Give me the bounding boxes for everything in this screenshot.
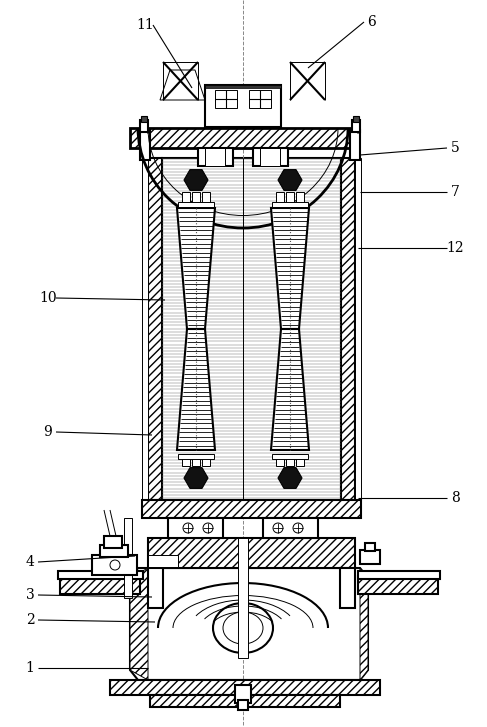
Text: 1: 1 [25,661,35,675]
Bar [205,85,281,127]
Bar [141,116,147,122]
Bar [162,158,341,500]
Bar [249,90,271,108]
Bar [205,148,225,166]
Polygon shape [271,329,309,450]
Bar [286,192,294,204]
Text: 2: 2 [26,613,35,627]
Bar [238,538,248,658]
Bar [178,202,214,207]
Bar [365,543,375,551]
Text: 5: 5 [450,141,459,155]
Polygon shape [360,568,368,680]
Bar [358,571,440,579]
Bar [353,116,359,122]
Bar [260,148,280,166]
Bar [92,555,137,575]
Bar [142,500,361,518]
Bar [148,555,178,567]
Bar [296,454,304,466]
Circle shape [110,560,120,570]
Text: 11: 11 [136,18,154,32]
Bar [140,120,148,132]
Bar [148,538,355,568]
Bar [235,685,251,703]
Polygon shape [177,329,215,450]
Bar [360,550,380,564]
Bar [272,454,308,459]
Bar [178,454,214,459]
Bar [142,158,148,500]
Bar [272,202,308,207]
Bar [355,158,361,500]
Bar [202,454,210,466]
Polygon shape [130,568,368,680]
Bar [276,192,284,204]
Bar [202,192,210,204]
Polygon shape [271,208,309,329]
Bar [358,576,438,594]
Bar [130,128,358,148]
Polygon shape [130,568,148,680]
Bar [58,571,143,579]
Bar [238,700,248,710]
Bar [124,518,132,598]
Bar [205,85,281,88]
Bar [148,158,162,500]
Text: 7: 7 [450,185,459,199]
Bar [192,454,200,466]
Polygon shape [177,208,215,329]
Bar [104,536,122,548]
Bar [182,192,190,204]
Bar [350,130,360,160]
Text: 9: 9 [44,425,53,439]
Bar [286,454,294,466]
Bar [215,90,237,108]
Circle shape [203,523,213,533]
Bar [140,130,150,160]
Text: 3: 3 [26,588,35,602]
Bar [341,158,355,500]
Bar [253,148,288,166]
Circle shape [183,523,193,533]
Circle shape [293,523,303,533]
Bar [100,545,128,557]
Text: 12: 12 [446,241,464,255]
Bar [168,518,223,538]
Bar [110,680,380,695]
Bar [352,120,360,132]
Bar [296,192,304,204]
Bar [182,454,190,466]
Text: 8: 8 [450,491,459,505]
Bar [150,695,340,707]
Bar [192,192,200,204]
Bar [198,148,233,166]
Text: 4: 4 [25,555,35,569]
Text: 10: 10 [39,291,57,305]
Bar [148,568,163,608]
Bar [60,576,140,594]
Circle shape [273,523,283,533]
Bar [276,454,284,466]
Bar [340,568,355,608]
Text: 6: 6 [368,15,376,29]
Polygon shape [160,70,205,100]
Bar [263,518,318,538]
